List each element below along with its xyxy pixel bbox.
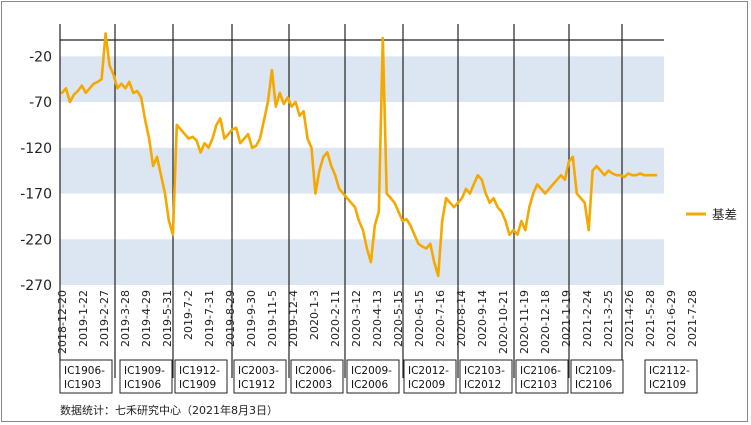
contract-window-label: IC1912- [179, 365, 220, 377]
contract-window-box: IC2006- IC2003 [290, 359, 344, 394]
contract-window-label: IC1903 [64, 379, 101, 391]
contract-window-label: IC2006- [295, 365, 336, 377]
x-tick-label: 2019-11-5 [266, 290, 279, 347]
x-tick-label: 2019-5-31 [161, 290, 174, 347]
contract-window-label: IC1906- [64, 365, 105, 377]
x-tick-label: 2020-7-16 [434, 290, 447, 347]
contract-window-label: IC2009 [408, 379, 445, 391]
x-tick-label: 2020-12-18 [539, 290, 552, 354]
x-tick-label: 2018-12-20 [56, 290, 69, 354]
contract-window-box: IC2103- IC2012 [459, 359, 513, 394]
x-tick-label: 2021-6-29 [665, 290, 678, 347]
contract-window-box: IC2012- IC2009 [403, 359, 457, 394]
x-tick-label: 2019-2-27 [98, 290, 111, 347]
x-tick-label: 2020-4-13 [371, 290, 384, 347]
y-band-2 [60, 239, 664, 285]
x-tick-label: 2021-1-19 [560, 290, 573, 347]
x-tick-label: 2019-8-29 [224, 290, 237, 347]
y-band-0 [60, 56, 664, 103]
x-tick-label: 2019-7-31 [203, 290, 216, 347]
contract-window-label: IC1906 [124, 379, 161, 391]
contract-window-label: IC2003- [238, 365, 279, 377]
data-source-note: 数据统计：七禾研究中心（2021年8月3日） [60, 403, 278, 417]
contract-window-label: IC1909- [124, 365, 165, 377]
contract-window-label: IC2003 [295, 379, 332, 391]
contract-window-box: IC2009- IC2006 [346, 359, 400, 394]
x-tick-label: 2020-3-12 [350, 290, 363, 347]
x-tick-label: 2019-3-28 [119, 290, 132, 347]
y-tick-label: -170 [20, 187, 52, 203]
contract-window-label: IC2112- [649, 365, 690, 377]
contract-window-label: IC2106- [520, 365, 561, 377]
contract-window-label: IC2012 [464, 379, 501, 391]
x-tick-label: 2019-4-29 [140, 290, 153, 347]
x-tick-label: 2021-3-25 [602, 290, 615, 347]
x-tick-label: 2020-2-11 [329, 290, 342, 347]
contract-window-box: IC1906- IC1903 [59, 359, 113, 394]
y-tick-label: -70 [29, 95, 52, 111]
contract-window-label: IC2009- [351, 365, 392, 377]
legend-label: 基差 [712, 207, 737, 222]
contract-window-box: IC2109- IC2106 [570, 359, 624, 394]
x-tick-label: 2019-7-2 [182, 290, 195, 340]
y-tick-label: -270 [20, 278, 52, 294]
y-tick-label: -20 [29, 49, 52, 65]
contract-window-box: IC2112- IC2109 [644, 359, 698, 394]
x-tick-label: 2020-6-15 [413, 290, 426, 347]
x-tick-label: 2020-10-21 [497, 290, 510, 354]
x-tick-label: 2020-9-14 [476, 290, 489, 347]
x-tick-label: 2019-1-22 [77, 290, 90, 347]
x-tick-label: 2019-9-30 [245, 290, 258, 347]
x-tick-label: 2020-11-19 [518, 290, 531, 354]
contract-window-label: IC1912 [238, 379, 275, 391]
contract-window-box: IC1909- IC1906 [119, 359, 173, 394]
x-tick-label: 2020-8-14 [455, 290, 468, 347]
x-tick-label: 2021-5-28 [644, 290, 657, 347]
x-tick-label: 2021-7-28 [686, 290, 699, 347]
contract-window-label: IC2103- [464, 365, 505, 377]
x-tick-label: 2021-4-26 [623, 290, 636, 347]
series-line-basis [60, 32, 658, 278]
x-tick-label: 2020-1-3 [308, 290, 321, 340]
contract-window-label: IC2106 [575, 379, 612, 391]
x-tick-label: 2021-2-24 [581, 290, 594, 347]
x-tick-label: 2020-5-15 [392, 290, 405, 347]
contract-window-box: IC2106- IC2103 [515, 359, 569, 394]
x-tick-label: 2019-12-4 [287, 290, 300, 347]
y-tick-label: -120 [20, 141, 52, 157]
contract-window-label: IC2109- [575, 365, 616, 377]
contract-window-label: IC2103 [520, 379, 557, 391]
contract-window-label: IC2109 [649, 379, 686, 391]
contract-window-box: IC1912- IC1909 [174, 359, 228, 394]
contract-window-label: IC2006 [351, 379, 388, 391]
y-tick-label: -220 [20, 232, 52, 248]
contract-window-box: IC2003- IC1912 [233, 359, 287, 394]
contract-window-label: IC2012- [408, 365, 449, 377]
contract-window-label: IC1909 [179, 379, 216, 391]
